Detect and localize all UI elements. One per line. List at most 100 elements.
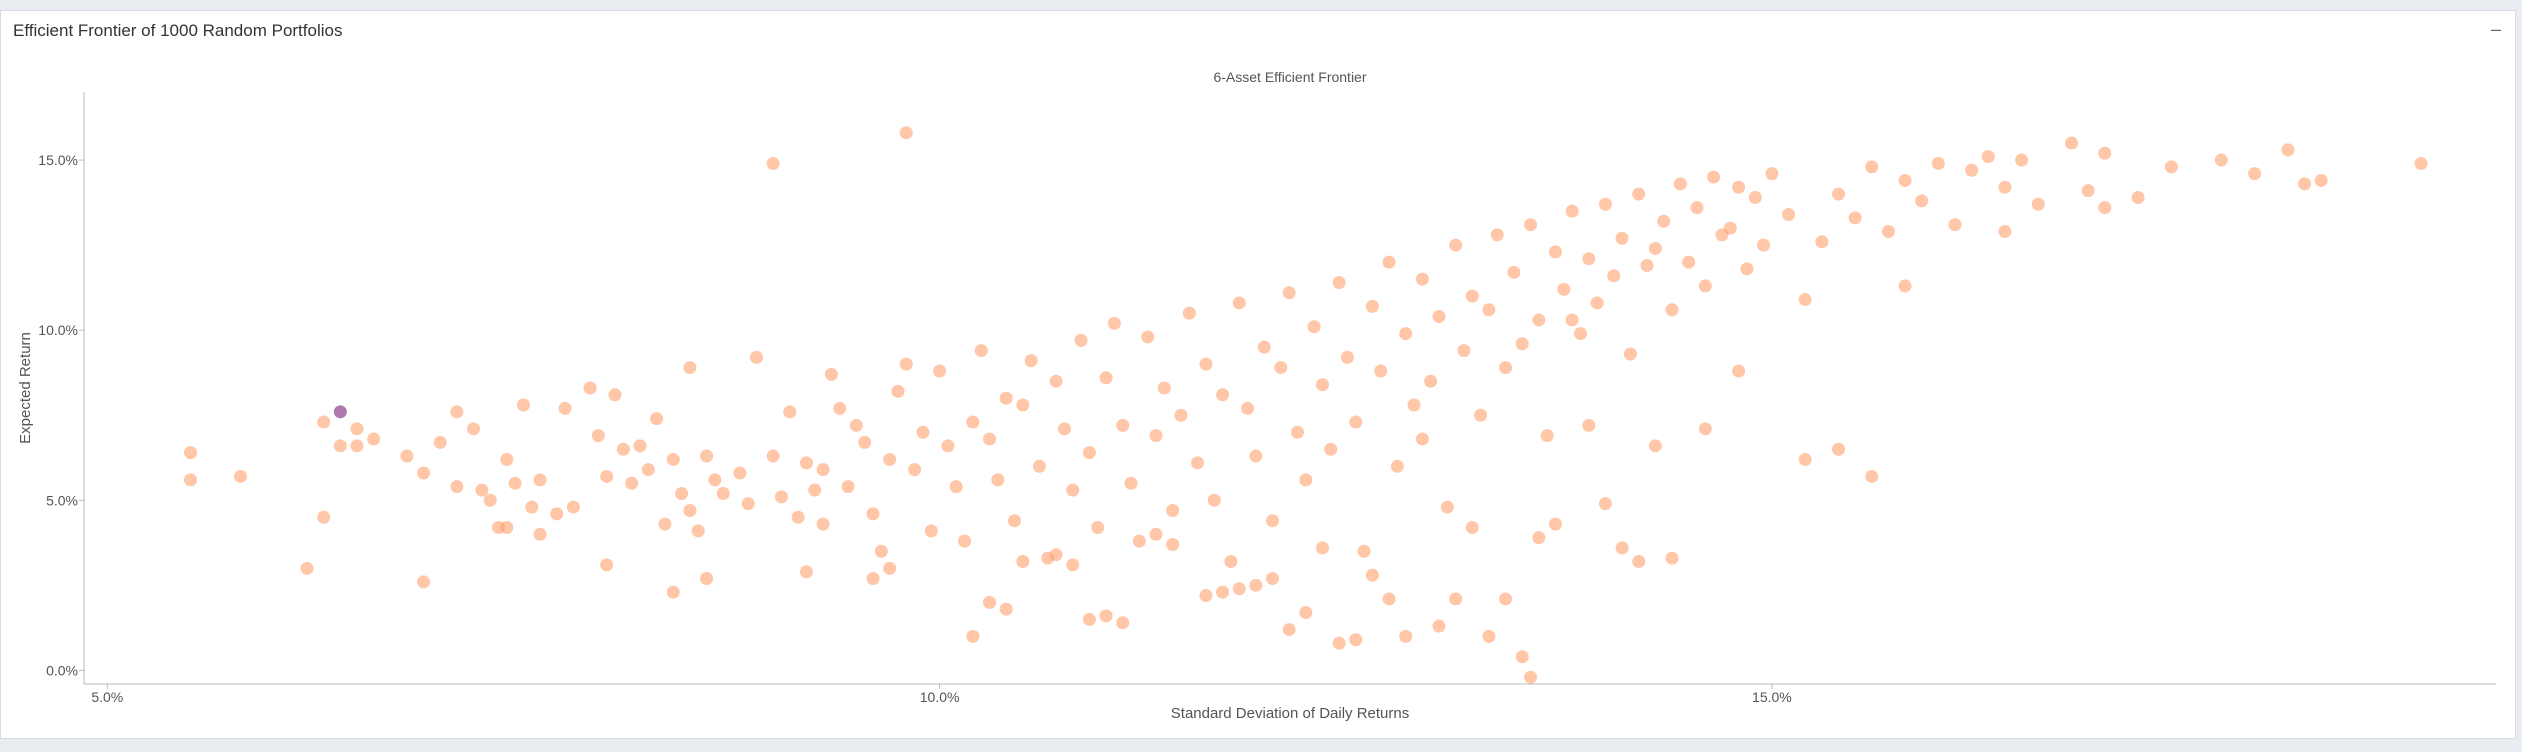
- data-point: [941, 439, 955, 453]
- data-point: [1141, 330, 1155, 344]
- data-point: [749, 350, 763, 364]
- y-axis-label: Expected Return: [17, 332, 34, 444]
- data-point: [1690, 201, 1704, 215]
- data-point: [1698, 279, 1712, 293]
- data-point: [816, 463, 830, 477]
- data-point: [841, 480, 855, 494]
- data-point: [1357, 544, 1371, 558]
- data-point: [1016, 555, 1030, 569]
- data-point: [958, 534, 972, 548]
- data-point: [1532, 313, 1546, 327]
- data-point: [1365, 568, 1379, 582]
- data-point: [1049, 548, 1063, 562]
- data-point: [1573, 327, 1587, 341]
- data-point: [1057, 422, 1071, 436]
- data-point: [791, 510, 805, 524]
- data-point: [2098, 146, 2112, 160]
- data-point: [1307, 320, 1321, 334]
- data-point: [1149, 429, 1163, 443]
- data-point: [1565, 204, 1579, 218]
- data-point: [933, 364, 947, 378]
- data-point: [1948, 218, 1962, 232]
- data-point: [774, 490, 788, 504]
- data-point: [1082, 446, 1096, 460]
- data-point: [641, 463, 655, 477]
- data-point: [508, 476, 522, 490]
- data-point: [1066, 483, 1080, 497]
- data-point: [991, 473, 1005, 487]
- data-point: [1299, 473, 1313, 487]
- data-point: [924, 524, 938, 538]
- data-point: [467, 422, 481, 436]
- data-point: [2214, 153, 2228, 167]
- data-point: [1665, 551, 1679, 565]
- x-tick-label: 5.0%: [91, 689, 123, 705]
- data-point: [533, 527, 547, 541]
- data-point: [916, 425, 930, 439]
- data-point: [966, 629, 980, 643]
- data-point: [1648, 439, 1662, 453]
- data-point: [908, 463, 922, 477]
- data-point: [1124, 476, 1138, 490]
- data-point: [1349, 415, 1363, 429]
- data-point: [2131, 190, 2145, 204]
- data-point: [1549, 245, 1563, 259]
- data-point: [866, 507, 880, 521]
- data-point: [1698, 422, 1712, 436]
- data-point: [1965, 163, 1979, 177]
- data-point: [1216, 585, 1230, 599]
- data-point: [1091, 520, 1105, 534]
- data-point: [1565, 313, 1579, 327]
- data-point: [516, 398, 530, 412]
- data-point: [1765, 167, 1779, 181]
- data-point: [1682, 255, 1696, 269]
- data-point: [716, 486, 730, 500]
- data-point: [1524, 218, 1538, 232]
- collapse-button[interactable]: –: [2490, 19, 2501, 39]
- data-point: [658, 517, 672, 531]
- data-point: [1274, 361, 1288, 375]
- data-point: [1241, 401, 1255, 415]
- data-point: [1815, 235, 1829, 249]
- data-point: [317, 510, 331, 524]
- data-point: [1365, 299, 1379, 313]
- data-point: [1249, 449, 1263, 463]
- data-point: [1831, 187, 1845, 201]
- y-tick-label: 5.0%: [46, 492, 78, 508]
- data-point: [533, 473, 547, 487]
- data-point: [1107, 316, 1121, 330]
- data-point: [591, 429, 605, 443]
- data-point: [700, 572, 714, 586]
- data-point: [1898, 173, 1912, 187]
- data-point: [1607, 269, 1621, 283]
- data-point: [1449, 238, 1463, 252]
- data-point: [1582, 252, 1596, 266]
- data-point: [558, 401, 572, 415]
- data-point: [1732, 364, 1746, 378]
- data-point: [600, 469, 614, 483]
- data-point: [1490, 228, 1504, 242]
- data-point: [2248, 167, 2262, 181]
- data-point: [1590, 296, 1604, 310]
- data-point: [1166, 503, 1180, 517]
- data-point: [1282, 286, 1296, 300]
- data-point: [475, 483, 489, 497]
- data-point: [550, 507, 564, 521]
- data-point: [1257, 340, 1271, 354]
- data-point: [1266, 514, 1280, 528]
- x-tick-label: 15.0%: [1752, 689, 1792, 705]
- axes: 5.0% 10.0% 15.0% 0.0% 5.0% 10.0% 15.0%: [38, 92, 2496, 705]
- data-point: [866, 572, 880, 586]
- data-point: [1898, 279, 1912, 293]
- data-point: [1332, 636, 1346, 650]
- data-point: [300, 561, 314, 575]
- data-point: [1315, 541, 1329, 555]
- data-point: [999, 602, 1013, 616]
- data-point: [691, 524, 705, 538]
- data-point: [1299, 606, 1313, 620]
- data-point: [824, 367, 838, 381]
- data-point: [999, 391, 1013, 405]
- data-point: [1540, 429, 1554, 443]
- data-point: [350, 439, 364, 453]
- data-point: [675, 486, 689, 500]
